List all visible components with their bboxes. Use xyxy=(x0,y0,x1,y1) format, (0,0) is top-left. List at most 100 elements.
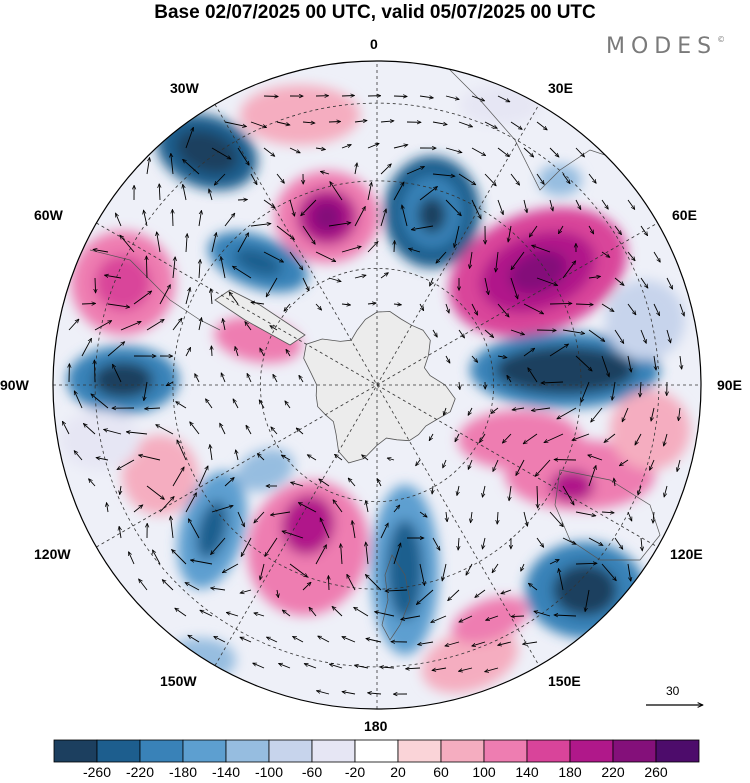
wind-arrow xyxy=(195,374,200,383)
wind-arrow xyxy=(491,407,499,414)
wind-arrow xyxy=(270,511,291,515)
wind-arrow xyxy=(510,121,522,129)
wind-arrow xyxy=(393,304,401,305)
wind-arrow xyxy=(432,329,437,337)
wind-arrow xyxy=(206,399,213,409)
wind-arrow xyxy=(146,319,164,331)
wind-arrow xyxy=(380,523,389,539)
wind-arrow xyxy=(335,454,343,461)
wind-arrow xyxy=(159,285,170,305)
wind-arrow xyxy=(677,459,681,472)
wind-arrow xyxy=(367,143,379,149)
wind-arrow xyxy=(430,277,434,286)
wind-arrow xyxy=(640,381,641,397)
wind-arrow xyxy=(355,665,369,669)
colorbar-tick-label: 100 xyxy=(472,764,496,780)
wind-arrow xyxy=(172,550,187,565)
wind-arrow xyxy=(497,199,503,215)
wind-arrow xyxy=(315,545,327,565)
wind-arrow xyxy=(554,460,577,461)
wind-arrow xyxy=(604,433,616,443)
wind-arrow xyxy=(302,225,315,244)
colorbar-tick-label: 180 xyxy=(558,764,582,780)
wind-arrow xyxy=(406,166,424,175)
wind-arrow xyxy=(367,303,376,304)
wind-arrow xyxy=(445,147,462,153)
lon-label-30w: 30W xyxy=(170,80,199,96)
colorbar-cell xyxy=(483,739,528,763)
wind-arrow xyxy=(640,277,648,288)
wind-arrow xyxy=(393,505,400,513)
wind-arrow xyxy=(536,173,544,184)
australia-coast xyxy=(554,469,661,561)
wind-arrow xyxy=(444,407,447,415)
wind-arrow xyxy=(562,537,576,545)
wind-arrow xyxy=(558,225,564,234)
wind-arrow xyxy=(251,302,265,304)
wind-arrow xyxy=(315,303,322,310)
wind-arrow xyxy=(94,360,95,383)
wind-arrow xyxy=(107,303,130,307)
wind-arrow xyxy=(73,391,83,409)
wind-arrow xyxy=(233,266,252,279)
wind-arrow xyxy=(211,233,216,253)
wind-arrow xyxy=(319,518,330,539)
new-zealand-coast xyxy=(381,554,411,641)
wind-arrow xyxy=(260,563,265,580)
reference-vector-label: 30 xyxy=(666,684,680,698)
wind-arrow xyxy=(471,199,482,219)
wind-arrow xyxy=(601,563,616,581)
wind-arrow xyxy=(627,511,632,521)
colorbar-cell xyxy=(53,739,98,763)
wind-arrow xyxy=(445,95,459,99)
lon-label-120w: 120W xyxy=(34,546,71,562)
wind-arrow xyxy=(237,200,247,201)
wind-arrow xyxy=(296,428,304,435)
wind-arrow xyxy=(329,664,343,669)
wind-arrow xyxy=(497,303,509,317)
anomaly-blob xyxy=(176,130,238,174)
wind-arrow xyxy=(528,583,538,591)
wind-arrow xyxy=(497,511,498,524)
wind-arrow xyxy=(211,588,226,590)
wind-arrow xyxy=(250,224,271,227)
wind-arrow xyxy=(240,636,252,643)
wind-arrow xyxy=(562,261,576,279)
wind-arrow xyxy=(362,455,369,461)
wind-arrow xyxy=(257,454,265,461)
wind-arrow xyxy=(289,563,308,577)
wind-arrow xyxy=(419,303,424,311)
colorbar-tick-label: -140 xyxy=(211,764,241,780)
wind-arrow xyxy=(190,422,200,435)
wind-arrow xyxy=(635,433,642,445)
wind-arrow xyxy=(210,445,212,461)
wind-arrow xyxy=(575,304,593,305)
wind-arrow xyxy=(537,485,538,508)
wind-arrow xyxy=(471,95,485,101)
wind-arrow xyxy=(496,251,499,272)
wind-arrow xyxy=(446,511,447,522)
wind-arrow xyxy=(237,147,249,165)
wind-arrow xyxy=(366,501,368,513)
wind-arrow xyxy=(562,329,585,334)
wind-arrow xyxy=(554,615,577,616)
wind-arrow xyxy=(431,615,447,623)
wind-arrow xyxy=(291,482,304,487)
wind-arrow xyxy=(640,329,646,343)
colorbar-cell xyxy=(354,739,399,763)
wind-arrow xyxy=(159,497,174,513)
wind-arrow xyxy=(575,199,582,210)
wind-arrow xyxy=(172,257,175,279)
wind-arrow xyxy=(146,158,150,175)
wind-arrow xyxy=(120,485,121,495)
wind-arrow xyxy=(224,478,234,487)
wind-arrow xyxy=(535,459,551,476)
field-layer xyxy=(53,61,701,709)
anomaly-blob xyxy=(240,85,360,145)
wind-arrow xyxy=(246,373,252,383)
wind-arrow xyxy=(664,433,668,446)
wind-arrow xyxy=(368,693,382,694)
wind-arrow xyxy=(112,364,122,383)
wind-arrow xyxy=(233,399,239,409)
wind-arrow xyxy=(116,213,122,227)
